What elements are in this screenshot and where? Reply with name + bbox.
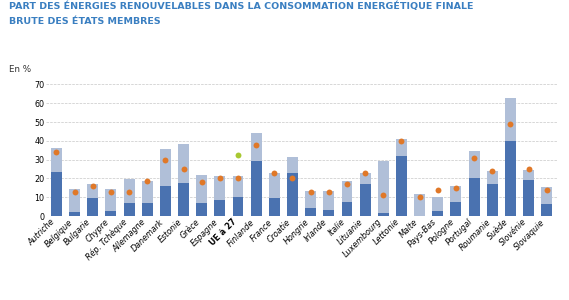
Point: [469, 155, 479, 160]
Point: [106, 189, 116, 194]
Bar: [269, 173, 280, 198]
Bar: [251, 161, 262, 216]
Point: [179, 167, 188, 171]
Bar: [123, 179, 134, 203]
Bar: [523, 170, 534, 180]
Point: [524, 167, 533, 171]
Bar: [487, 171, 498, 184]
Bar: [341, 181, 352, 202]
Bar: [378, 161, 389, 213]
Bar: [341, 202, 352, 216]
Bar: [105, 190, 116, 211]
Bar: [51, 148, 62, 172]
Bar: [160, 149, 171, 186]
Point: [197, 180, 206, 184]
Bar: [178, 144, 189, 183]
Point: [361, 170, 370, 175]
Bar: [142, 203, 152, 216]
Bar: [469, 178, 480, 216]
Bar: [505, 98, 516, 141]
Bar: [432, 197, 443, 212]
Bar: [323, 210, 334, 216]
Bar: [487, 184, 498, 216]
Bar: [123, 203, 134, 216]
Bar: [87, 184, 98, 198]
Point: [70, 189, 79, 194]
Point: [506, 122, 515, 126]
Bar: [196, 175, 207, 203]
Bar: [414, 194, 425, 216]
Bar: [541, 204, 552, 216]
Bar: [378, 213, 389, 216]
Bar: [105, 211, 116, 216]
Bar: [69, 189, 80, 212]
Bar: [233, 176, 244, 197]
Point: [324, 189, 333, 194]
Point: [233, 176, 242, 181]
Bar: [287, 157, 298, 173]
Bar: [233, 197, 244, 216]
Bar: [87, 198, 98, 216]
Bar: [215, 176, 225, 200]
Bar: [215, 200, 225, 216]
Bar: [360, 184, 370, 216]
Bar: [396, 139, 407, 156]
Point: [88, 184, 97, 188]
Point: [52, 150, 61, 154]
Bar: [469, 151, 480, 178]
Point: [288, 176, 297, 181]
Bar: [196, 203, 207, 216]
Bar: [51, 172, 62, 216]
Bar: [541, 187, 552, 204]
Point: [125, 189, 134, 194]
Bar: [142, 181, 152, 203]
Point: [306, 189, 315, 194]
Bar: [269, 198, 280, 216]
Bar: [451, 202, 461, 216]
Point: [451, 185, 460, 190]
Point: [233, 152, 242, 157]
Bar: [251, 133, 262, 161]
Point: [415, 195, 424, 200]
Point: [488, 169, 497, 173]
Bar: [305, 191, 316, 208]
Point: [379, 193, 388, 198]
Point: [251, 142, 261, 147]
Point: [161, 157, 170, 162]
Bar: [160, 186, 171, 216]
Bar: [178, 183, 189, 216]
Point: [215, 176, 224, 181]
Text: PART DES ÉNERGIES RENOUVELABLES DANS LA CONSOMMATION ENERGÉTIQUE FINALE: PART DES ÉNERGIES RENOUVELABLES DANS LA …: [9, 2, 473, 11]
Bar: [287, 173, 298, 216]
Point: [143, 179, 152, 184]
Text: BRUTE DES ÉTATS MEMBRES: BRUTE DES ÉTATS MEMBRES: [9, 16, 160, 26]
Point: [270, 170, 279, 175]
Point: [343, 182, 352, 186]
Bar: [396, 156, 407, 216]
Bar: [451, 185, 461, 203]
Text: En %: En %: [9, 64, 31, 74]
Bar: [305, 208, 316, 216]
Bar: [432, 212, 443, 216]
Bar: [360, 173, 370, 184]
Point: [542, 187, 551, 192]
Bar: [523, 180, 534, 216]
Bar: [323, 191, 334, 210]
Bar: [505, 141, 516, 216]
Point: [433, 187, 442, 192]
Bar: [69, 212, 80, 216]
Point: [397, 138, 406, 143]
